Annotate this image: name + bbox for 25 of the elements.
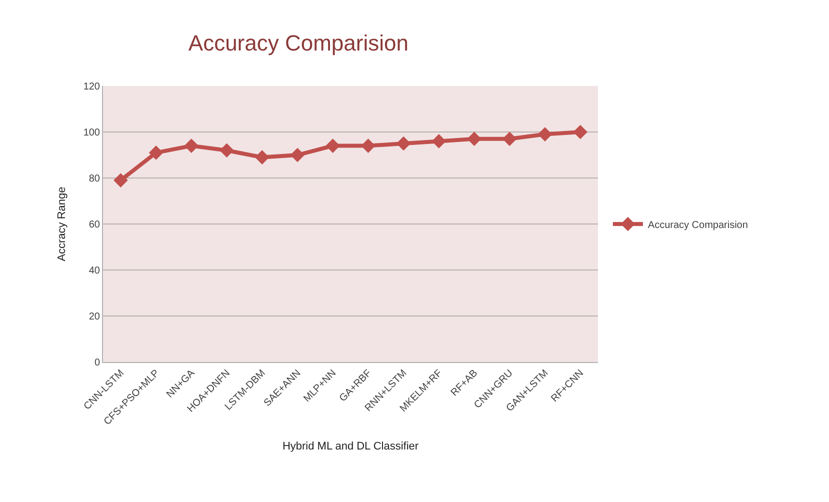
point <box>254 150 270 164</box>
y-tick-label: 60 <box>88 220 100 230</box>
x-axis-title: Hybrid ML and DL Classifier <box>282 440 419 453</box>
point <box>396 136 411 151</box>
y-axis-title: Accracy Range <box>56 186 68 262</box>
point <box>148 146 164 160</box>
point <box>290 148 305 162</box>
point <box>502 132 517 146</box>
chart-title: Accuracy Comparision <box>188 30 408 56</box>
point <box>326 138 340 153</box>
point <box>467 132 482 146</box>
y-tick-label: 0 <box>94 358 100 368</box>
y-tick-label: 40 <box>88 266 100 276</box>
point <box>220 143 234 158</box>
y-tick-label: 100 <box>83 128 100 138</box>
point <box>114 173 128 188</box>
point <box>538 127 552 142</box>
point <box>361 138 376 153</box>
y-tick-label: 20 <box>88 312 100 322</box>
point <box>573 124 588 140</box>
y-tick-label: 120 <box>83 82 100 92</box>
point <box>184 138 199 153</box>
legend-label: Accuracy Comparision <box>648 220 748 231</box>
point <box>432 134 446 148</box>
y-tick-label: 80 <box>88 174 100 184</box>
